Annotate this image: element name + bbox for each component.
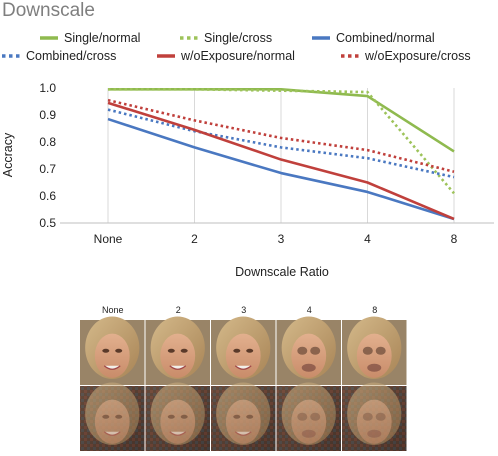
face-image bbox=[145, 316, 210, 385]
x-tick-label: None bbox=[94, 232, 123, 246]
face-column-label: 4 bbox=[307, 305, 312, 315]
series-line-w-oexposure-normal bbox=[107, 101, 455, 221]
face-image-noisy bbox=[342, 382, 407, 451]
x-axis-title: Downscale Ratio bbox=[235, 265, 329, 279]
legend-label: Combined/normal bbox=[336, 31, 435, 45]
legend-label: w/oExposure/normal bbox=[180, 49, 295, 63]
legend-label: Single/normal bbox=[64, 31, 140, 45]
series-line-single-normal bbox=[108, 88, 455, 153]
legend-item-w-oexposure-normal: w/oExposure/normal bbox=[157, 49, 295, 63]
face-image-noisy bbox=[276, 382, 341, 451]
legend-label: Combined/cross bbox=[26, 49, 116, 63]
y-tick-label: 1.0 bbox=[39, 81, 56, 95]
face-column-label: None bbox=[102, 305, 124, 315]
face-image bbox=[211, 316, 276, 385]
legend-item-w-oexposure-cross: w/oExposure/cross bbox=[341, 49, 471, 63]
x-tick-label: 3 bbox=[278, 232, 285, 246]
x-tick-label: 2 bbox=[191, 232, 198, 246]
legend-item-single-cross: Single/cross bbox=[180, 31, 272, 45]
legend-label: Single/cross bbox=[204, 31, 272, 45]
series-line-single-cross bbox=[108, 88, 455, 195]
face-image bbox=[276, 316, 341, 385]
y-tick-label: 0.6 bbox=[39, 189, 56, 203]
series-line-combined-cross bbox=[107, 108, 455, 179]
x-tick-label: 8 bbox=[451, 232, 458, 246]
face-image bbox=[342, 316, 407, 385]
legend: Single/normal Single/cross Combined/normal… bbox=[2, 31, 471, 63]
face-image bbox=[80, 316, 145, 385]
series-line-combined-normal bbox=[107, 117, 455, 221]
legend-item-single-normal: Single/normal bbox=[40, 31, 140, 45]
y-tick-label: 0.7 bbox=[39, 162, 56, 176]
face-grid: None 2 3 4 8 bbox=[80, 305, 407, 451]
chart-title: Downscale bbox=[2, 0, 95, 21]
legend-item-combined-normal: Combined/normal bbox=[312, 31, 435, 45]
y-tick-label: 0.9 bbox=[39, 108, 56, 122]
face-column-label: 8 bbox=[372, 305, 377, 315]
y-tick-label: 0.8 bbox=[39, 135, 56, 149]
face-image-noisy bbox=[145, 382, 210, 451]
x-tick-label: 4 bbox=[364, 232, 371, 246]
face-column-label: 3 bbox=[241, 305, 246, 315]
face-column-label: 2 bbox=[176, 305, 181, 315]
face-image-noisy bbox=[80, 382, 145, 451]
plot-area: 0.5 0.6 0.7 0.8 0.9 1.0 None 2 3 4 8 Downscale Rati… bbox=[1, 81, 494, 279]
series-line-w-oexposure-cross bbox=[107, 98, 455, 173]
legend-item-combined-cross: Combined/cross bbox=[2, 49, 116, 63]
y-axis-title: Accracy bbox=[1, 132, 15, 177]
legend-label: w/oExposure/cross bbox=[364, 49, 471, 63]
y-tick-label: 0.5 bbox=[39, 216, 56, 230]
face-image-noisy bbox=[211, 382, 276, 451]
